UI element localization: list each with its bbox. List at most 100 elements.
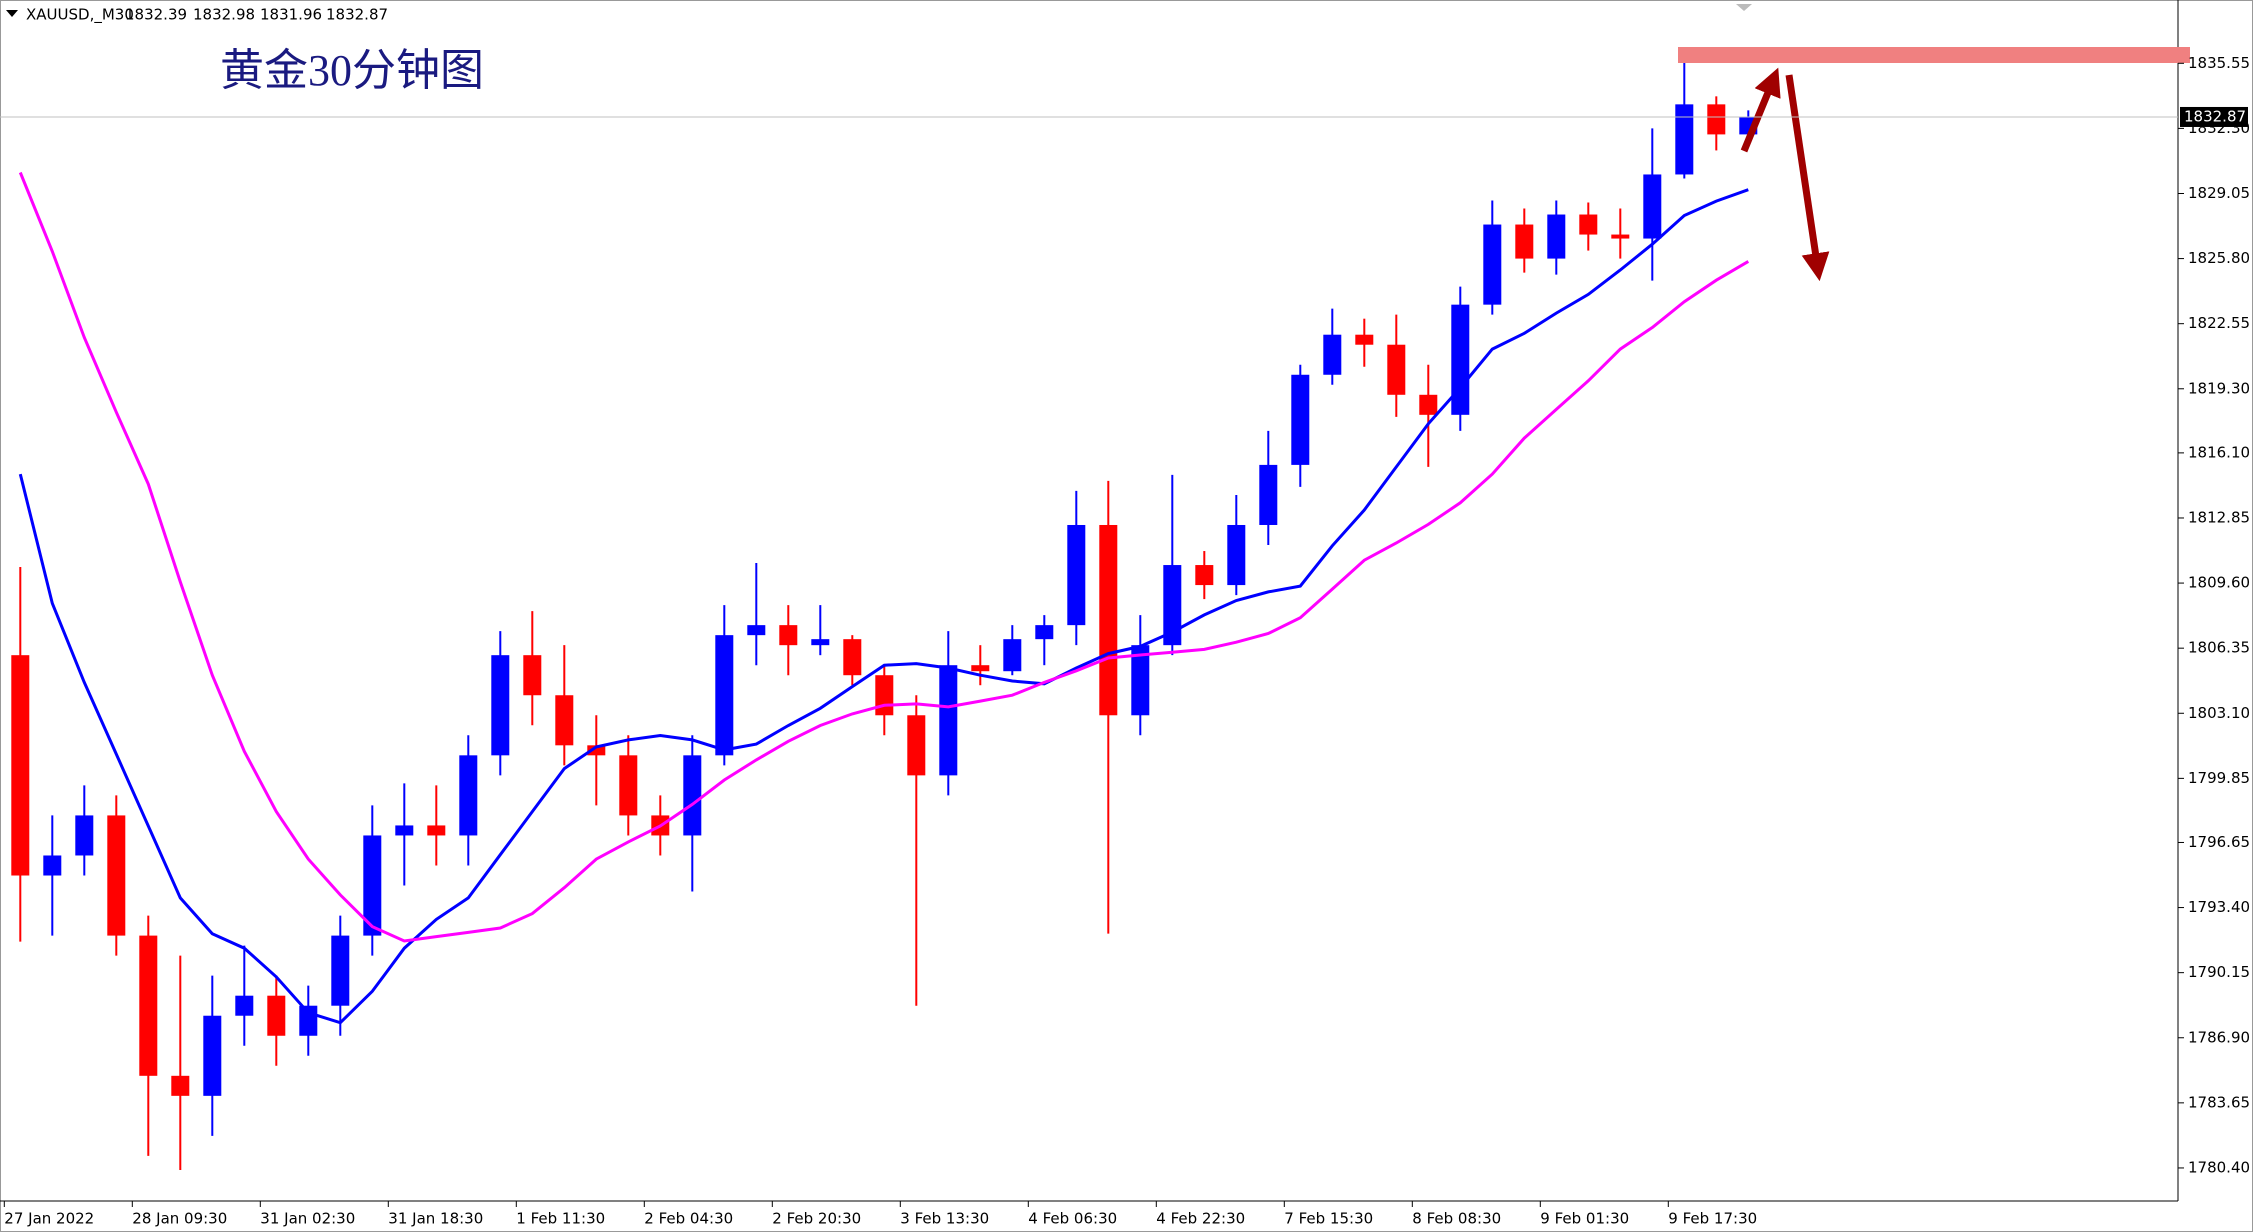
x-tick-label: 8 Feb 08:30	[1412, 1210, 1501, 1228]
candle-body	[875, 675, 894, 716]
y-tick-label: 1786.90	[2188, 1028, 2250, 1046]
candle-body	[1643, 174, 1662, 239]
moving-average	[18, 171, 1750, 943]
candle-body	[1707, 104, 1726, 135]
candle-body	[203, 1015, 222, 1096]
y-tick-label: 1803.10	[2188, 704, 2250, 722]
y-tick-label: 1809.60	[2188, 574, 2250, 592]
candle-body	[1483, 224, 1502, 305]
y-tick-label: 1819.30	[2188, 379, 2250, 397]
candle-body	[587, 745, 606, 756]
candle-body	[1451, 304, 1470, 415]
candle-body	[907, 715, 926, 776]
candle-body	[299, 1005, 318, 1036]
candle-body	[235, 995, 254, 1016]
x-tick-label: 9 Feb 17:30	[1668, 1210, 1757, 1228]
candle-body	[75, 815, 94, 856]
x-tick-label: 7 Feb 15:30	[1284, 1210, 1373, 1228]
x-tick-label: 4 Feb 06:30	[1028, 1210, 1117, 1228]
candle-body	[683, 755, 702, 836]
x-tick-label: 31 Jan 02:30	[260, 1210, 355, 1228]
candle-body	[1611, 234, 1630, 239]
menu-triangle	[6, 10, 18, 17]
candle-body	[171, 1075, 190, 1096]
candle-body	[427, 825, 446, 836]
candle-body	[1547, 214, 1566, 259]
candle-body	[1099, 524, 1118, 716]
candle-body	[779, 625, 798, 646]
y-tick-label: 1816.10	[2188, 443, 2250, 461]
candle-body	[459, 755, 478, 836]
candle-body	[1323, 334, 1342, 375]
candle-body	[1067, 524, 1086, 626]
down-arrow	[1785, 74, 1830, 282]
candle-body	[555, 695, 574, 746]
candle-body	[1195, 565, 1214, 586]
header-low: 1831.96	[260, 6, 322, 24]
candle-body	[715, 635, 734, 756]
candle-body	[1355, 334, 1374, 345]
candle-body	[1515, 224, 1534, 259]
candle-body	[971, 665, 990, 672]
y-tick-label: 1835.55	[2188, 54, 2250, 72]
x-tick-label: 2 Feb 20:30	[772, 1210, 861, 1228]
chart-title: 黄金30分钟图	[220, 46, 484, 95]
header-high: 1832.98	[193, 6, 255, 24]
y-tick-label: 1806.35	[2188, 639, 2250, 657]
candle-body	[939, 665, 958, 776]
candle-body	[619, 755, 638, 816]
y-tick-label: 1790.15	[2188, 963, 2250, 981]
header-close: 1832.87	[326, 6, 388, 24]
x-tick-label: 2 Feb 04:30	[644, 1210, 733, 1228]
candle-body	[395, 825, 414, 836]
candle-body	[811, 639, 830, 646]
candle-body	[747, 625, 766, 636]
candle-body	[1227, 524, 1246, 586]
x-tick-label: 9 Feb 01:30	[1540, 1210, 1629, 1228]
y-tick-label: 1825.80	[2188, 249, 2250, 267]
candle-body	[1003, 639, 1022, 672]
last-price-box	[2180, 106, 2248, 127]
candle-body	[1387, 344, 1406, 395]
symbol: XAUUSD,_M30	[26, 6, 134, 25]
x-tick-label: 27 Jan 2022	[4, 1210, 94, 1228]
candle-body	[1419, 394, 1438, 415]
candle-body	[1675, 104, 1694, 175]
last-price-label: 1832.87	[2184, 107, 2246, 125]
shift-marker	[1736, 4, 1752, 11]
x-tick-label: 31 Jan 18:30	[388, 1210, 483, 1228]
resistance-zone	[1678, 47, 2190, 63]
x-tick-label: 1 Feb 11:30	[516, 1210, 605, 1228]
y-tick-label: 1799.85	[2188, 769, 2250, 787]
candle-body	[267, 995, 286, 1036]
candle-body	[363, 835, 382, 936]
header-open: 1832.39	[125, 6, 187, 24]
candle-body	[523, 655, 542, 696]
y-tick-label: 1783.65	[2188, 1093, 2250, 1111]
y-tick-label: 1829.05	[2188, 184, 2250, 202]
candle-body	[1291, 374, 1310, 465]
x-tick-label: 4 Feb 22:30	[1156, 1210, 1245, 1228]
candle-body	[1163, 565, 1182, 646]
moving-average	[18, 188, 1749, 1025]
y-tick-label: 1780.40	[2188, 1158, 2250, 1176]
candle-body	[1131, 645, 1150, 716]
candle-body	[1035, 625, 1054, 640]
candle-body	[331, 935, 350, 1006]
candle-body	[43, 855, 62, 876]
x-tick-label: 28 Jan 09:30	[132, 1210, 227, 1228]
y-tick-label: 1822.55	[2188, 314, 2250, 332]
up-arrow	[1740, 67, 1781, 153]
candle-body	[491, 655, 510, 756]
candle-body	[11, 655, 30, 876]
candle-body	[107, 815, 126, 936]
y-tick-label: 1796.65	[2188, 833, 2250, 851]
x-tick-label: 3 Feb 13:30	[900, 1210, 989, 1228]
plot	[11, 56, 1758, 1170]
candle-body	[1579, 214, 1598, 235]
candle-body	[139, 935, 158, 1076]
y-tick-label: 1793.40	[2188, 898, 2250, 916]
candle-body	[843, 639, 862, 676]
